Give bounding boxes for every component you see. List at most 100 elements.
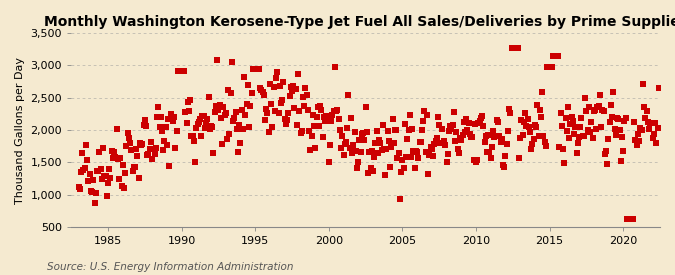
Point xyxy=(181,121,192,125)
Point xyxy=(562,104,573,109)
Point xyxy=(262,110,273,115)
Point xyxy=(504,107,514,112)
Point xyxy=(127,168,138,173)
Point xyxy=(117,163,128,167)
Point xyxy=(605,103,616,107)
Point xyxy=(107,156,118,161)
Point xyxy=(375,141,385,146)
Point xyxy=(223,88,234,92)
Point xyxy=(374,138,385,142)
Point xyxy=(143,151,154,156)
Point xyxy=(240,112,251,117)
Point xyxy=(234,122,244,127)
Point xyxy=(305,148,316,153)
Point xyxy=(521,123,532,128)
Point xyxy=(335,146,346,150)
Point xyxy=(508,46,518,50)
Point xyxy=(196,133,207,138)
Point xyxy=(164,164,175,168)
Point xyxy=(635,126,646,130)
Point xyxy=(623,217,634,221)
Point xyxy=(191,126,202,130)
Point xyxy=(485,156,496,161)
Point xyxy=(74,187,85,192)
Point xyxy=(440,143,451,148)
Point xyxy=(347,151,358,155)
Point xyxy=(192,122,203,126)
Point xyxy=(475,119,485,123)
Point xyxy=(532,102,543,107)
Point xyxy=(217,142,227,147)
Point xyxy=(134,141,145,145)
Point xyxy=(179,68,190,73)
Point xyxy=(531,124,541,129)
Point xyxy=(200,126,211,131)
Point xyxy=(468,158,479,162)
Point xyxy=(266,101,277,106)
Point xyxy=(338,153,349,157)
Point xyxy=(463,121,474,125)
Point xyxy=(325,143,335,148)
Point xyxy=(576,116,587,120)
Point xyxy=(348,143,358,147)
Point xyxy=(100,174,111,178)
Point xyxy=(342,126,352,131)
Point xyxy=(154,125,165,129)
Point xyxy=(461,117,472,121)
Point xyxy=(268,85,279,89)
Point xyxy=(111,127,122,132)
Point xyxy=(277,98,288,102)
Point xyxy=(443,128,454,133)
Point xyxy=(224,132,235,136)
Point xyxy=(173,68,184,73)
Point xyxy=(568,119,578,123)
Point xyxy=(442,152,453,156)
Point xyxy=(455,136,466,140)
Point xyxy=(279,116,290,121)
Point xyxy=(526,147,537,152)
Point xyxy=(186,134,197,138)
Point xyxy=(536,114,547,119)
Point xyxy=(487,145,497,149)
Point xyxy=(80,143,91,148)
Point xyxy=(500,153,511,158)
Point xyxy=(319,115,329,119)
Point xyxy=(598,109,609,114)
Point xyxy=(313,105,323,109)
Point xyxy=(467,135,478,139)
Point xyxy=(412,150,423,155)
Point xyxy=(220,111,231,115)
Point xyxy=(371,129,382,134)
Point xyxy=(187,133,198,138)
Point xyxy=(167,116,178,120)
Point xyxy=(94,150,105,154)
Point xyxy=(524,130,535,134)
Point xyxy=(206,123,217,128)
Point xyxy=(571,151,582,155)
Point xyxy=(294,108,305,113)
Point xyxy=(257,90,268,94)
Point xyxy=(252,66,263,71)
Point xyxy=(392,156,403,161)
Point xyxy=(203,94,214,99)
Point xyxy=(489,135,500,139)
Point xyxy=(484,149,495,154)
Point xyxy=(362,171,373,175)
Point xyxy=(198,114,209,118)
Point xyxy=(265,81,275,86)
Point xyxy=(425,145,436,149)
Point xyxy=(564,136,574,141)
Point xyxy=(634,139,645,143)
Point xyxy=(76,170,86,174)
Point xyxy=(331,109,342,114)
Point xyxy=(236,108,247,112)
Point xyxy=(138,123,149,127)
Point xyxy=(292,123,302,128)
Point xyxy=(221,136,232,141)
Point xyxy=(428,154,439,158)
Point xyxy=(470,160,481,164)
Point xyxy=(460,130,470,134)
Point xyxy=(332,107,343,112)
Point xyxy=(640,116,651,120)
Point xyxy=(396,170,406,174)
